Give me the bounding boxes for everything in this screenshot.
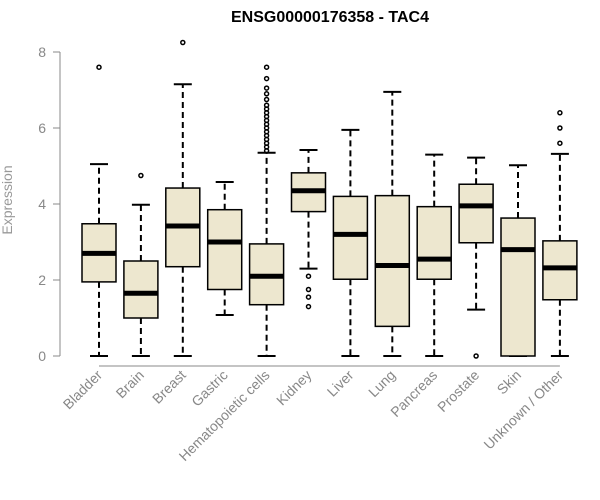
box-lung [374,90,411,357]
outlier-point [180,39,186,46]
y-tick-label: 6 [38,120,46,136]
box-hematopoietic-cells [248,64,285,357]
outlier-point [263,64,270,70]
outlier-point [305,294,312,300]
outlier-point [557,125,563,131]
x-tick-label-prostate: Prostate [434,367,482,415]
box-brain [123,172,159,357]
axes: 0 2 4 6 8 [38,44,560,367]
box-breast [165,39,201,357]
outlier-point [263,102,270,108]
x-tick-label-unknown-other: Unknown / Other [480,367,566,453]
box-iqr [206,208,243,291]
box-iqr [500,217,536,357]
boxes [81,39,578,359]
box-prostate [458,156,494,359]
x-tick-label-liver: Liver [324,367,357,400]
outlier-point [138,172,144,179]
x-tick-label-skin: Skin [494,367,525,398]
box-liver [332,128,369,357]
box-iqr [458,183,494,244]
outlier-point [557,110,563,116]
x-tick-label-breast: Breast [149,367,189,407]
box-gastric [206,180,243,316]
box-unknown-other [542,110,578,357]
y-tick-label: 2 [38,272,46,288]
box-kidney [290,149,327,310]
box-iqr [416,205,452,280]
outlier-point [263,75,270,82]
box-iqr [374,194,411,328]
outlier-point [263,85,270,91]
outlier-point [557,140,563,146]
box-iqr [332,195,369,280]
outlier-point [473,353,479,359]
y-tick-label: 0 [38,348,46,364]
x-tick-label-brain: Brain [113,367,147,401]
outlier-point [263,96,270,103]
outlier-point [305,286,312,293]
box-bladder [81,64,117,357]
outlier-point [305,303,312,310]
x-tick-label-lung: Lung [365,367,398,400]
x-tick-label-pancreas: Pancreas [387,367,440,420]
y-axis-label: Expression [0,165,15,234]
outlier-point [263,91,270,97]
chart-title: ENSG00000176358 - TAC4 [231,9,429,26]
outlier-point [96,64,102,70]
outlier-point [305,273,312,279]
x-tick-label-kidney: Kidney [273,367,315,409]
box-skin [500,164,536,357]
x-tick-label-bladder: Bladder [60,367,106,413]
box-iqr [123,260,159,319]
y-tick-label: 4 [38,196,46,212]
y-tick-label: 8 [38,44,46,60]
box-pancreas [416,153,452,357]
